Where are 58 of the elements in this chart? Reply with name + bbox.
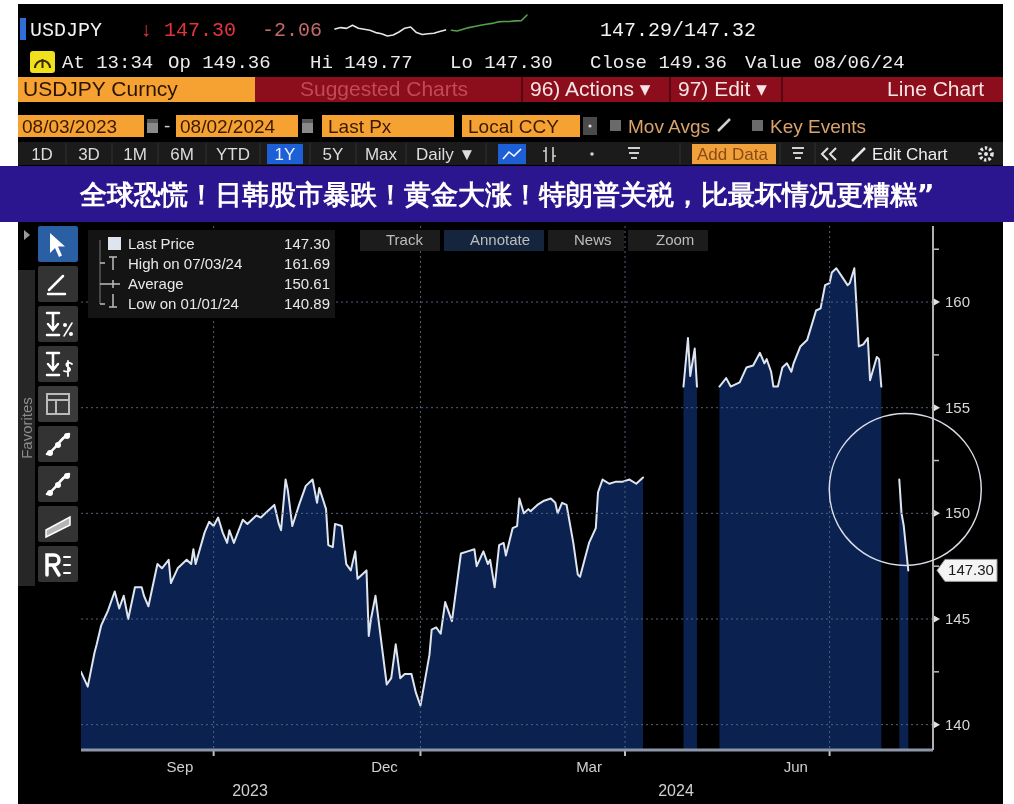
- text: -2.06: [262, 19, 323, 42]
- y-tick-label: 140: [945, 715, 971, 733]
- text: Op 149.36: [168, 52, 271, 74]
- text: Hi 149.77: [310, 52, 413, 74]
- text: 6M: [170, 145, 194, 164]
- x-tick-label: Jun: [783, 758, 808, 775]
- x-tick-label: Dec: [371, 758, 399, 775]
- annotation: 140.89: [284, 295, 330, 312]
- text: Line Chart: [887, 77, 985, 100]
- annotation: Track: [386, 231, 424, 248]
- annotation: Low on 01/01/24: [128, 295, 239, 312]
- legend-label: Last Price: [128, 235, 195, 252]
- annotation: 161.69: [284, 255, 330, 272]
- text: 08/03/2023: [22, 116, 118, 137]
- text: -: [164, 115, 171, 136]
- text: 1D: [31, 145, 53, 164]
- text: Local CCY: [468, 116, 560, 137]
- text: 2023: [232, 782, 268, 799]
- text: 1M: [123, 145, 147, 164]
- text: 5Y: [322, 145, 344, 164]
- text: 1Y: [274, 145, 296, 164]
- title: 全球恐慌！日韩股市暴跌！黄金大涨！特朗普关税，比最坏情况更糟糕”: [79, 179, 935, 210]
- annotation: Average: [128, 275, 184, 292]
- text: 96) Actions ▾: [530, 77, 651, 100]
- y-tick-label: 155: [945, 398, 971, 416]
- annotation: 147.30: [284, 235, 330, 252]
- annotation: Annotate: [470, 231, 531, 248]
- text: Edit Chart: [872, 145, 948, 164]
- annotation: High on 07/03/24: [128, 255, 243, 272]
- text: 08/02/2024: [180, 116, 276, 137]
- y-tick-label: 145: [945, 610, 971, 627]
- text: Close 149.36: [590, 52, 727, 74]
- text: YTD: [216, 145, 250, 164]
- annotation: Zoom: [656, 231, 695, 248]
- text: Suggested Charts: [300, 77, 469, 100]
- x-tick-label: Sep: [166, 758, 194, 775]
- y-tick-label: 150: [945, 504, 971, 522]
- annotation: 150.61: [284, 275, 330, 292]
- text: USDJPY Curncy: [23, 77, 179, 100]
- text: At 13:34: [62, 52, 154, 74]
- text: 2024: [658, 782, 694, 799]
- text: Key Events: [770, 116, 867, 137]
- x-tick-label: Mar: [576, 758, 602, 775]
- text: Daily ▼: [416, 145, 476, 164]
- text: 97) Edit ▾: [678, 77, 768, 100]
- text: Value 08/06/24: [745, 52, 905, 74]
- text: Max: [364, 145, 398, 164]
- text: ↓ 147.30: [140, 19, 237, 42]
- text: Mov Avgs: [628, 116, 711, 137]
- text: Add Data: [697, 145, 769, 164]
- text: Favorites: [18, 397, 35, 459]
- annotation: News: [574, 231, 612, 248]
- y-tick-label: 160: [945, 293, 971, 311]
- text: Last Px: [328, 116, 392, 137]
- text: USDJPY: [30, 19, 103, 42]
- text: 3D: [78, 145, 100, 164]
- text: Lo 147.30: [450, 52, 553, 74]
- text: 147.29/147.32: [600, 19, 757, 42]
